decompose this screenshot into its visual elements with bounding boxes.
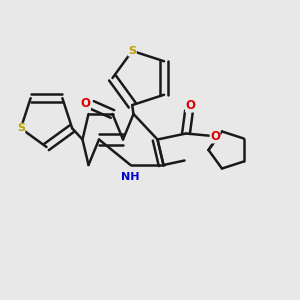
Text: NH: NH [121,172,140,182]
Text: S: S [17,123,25,133]
Text: O: O [185,99,196,112]
Text: O: O [80,97,91,110]
Text: O: O [210,130,220,143]
Text: S: S [128,46,136,56]
